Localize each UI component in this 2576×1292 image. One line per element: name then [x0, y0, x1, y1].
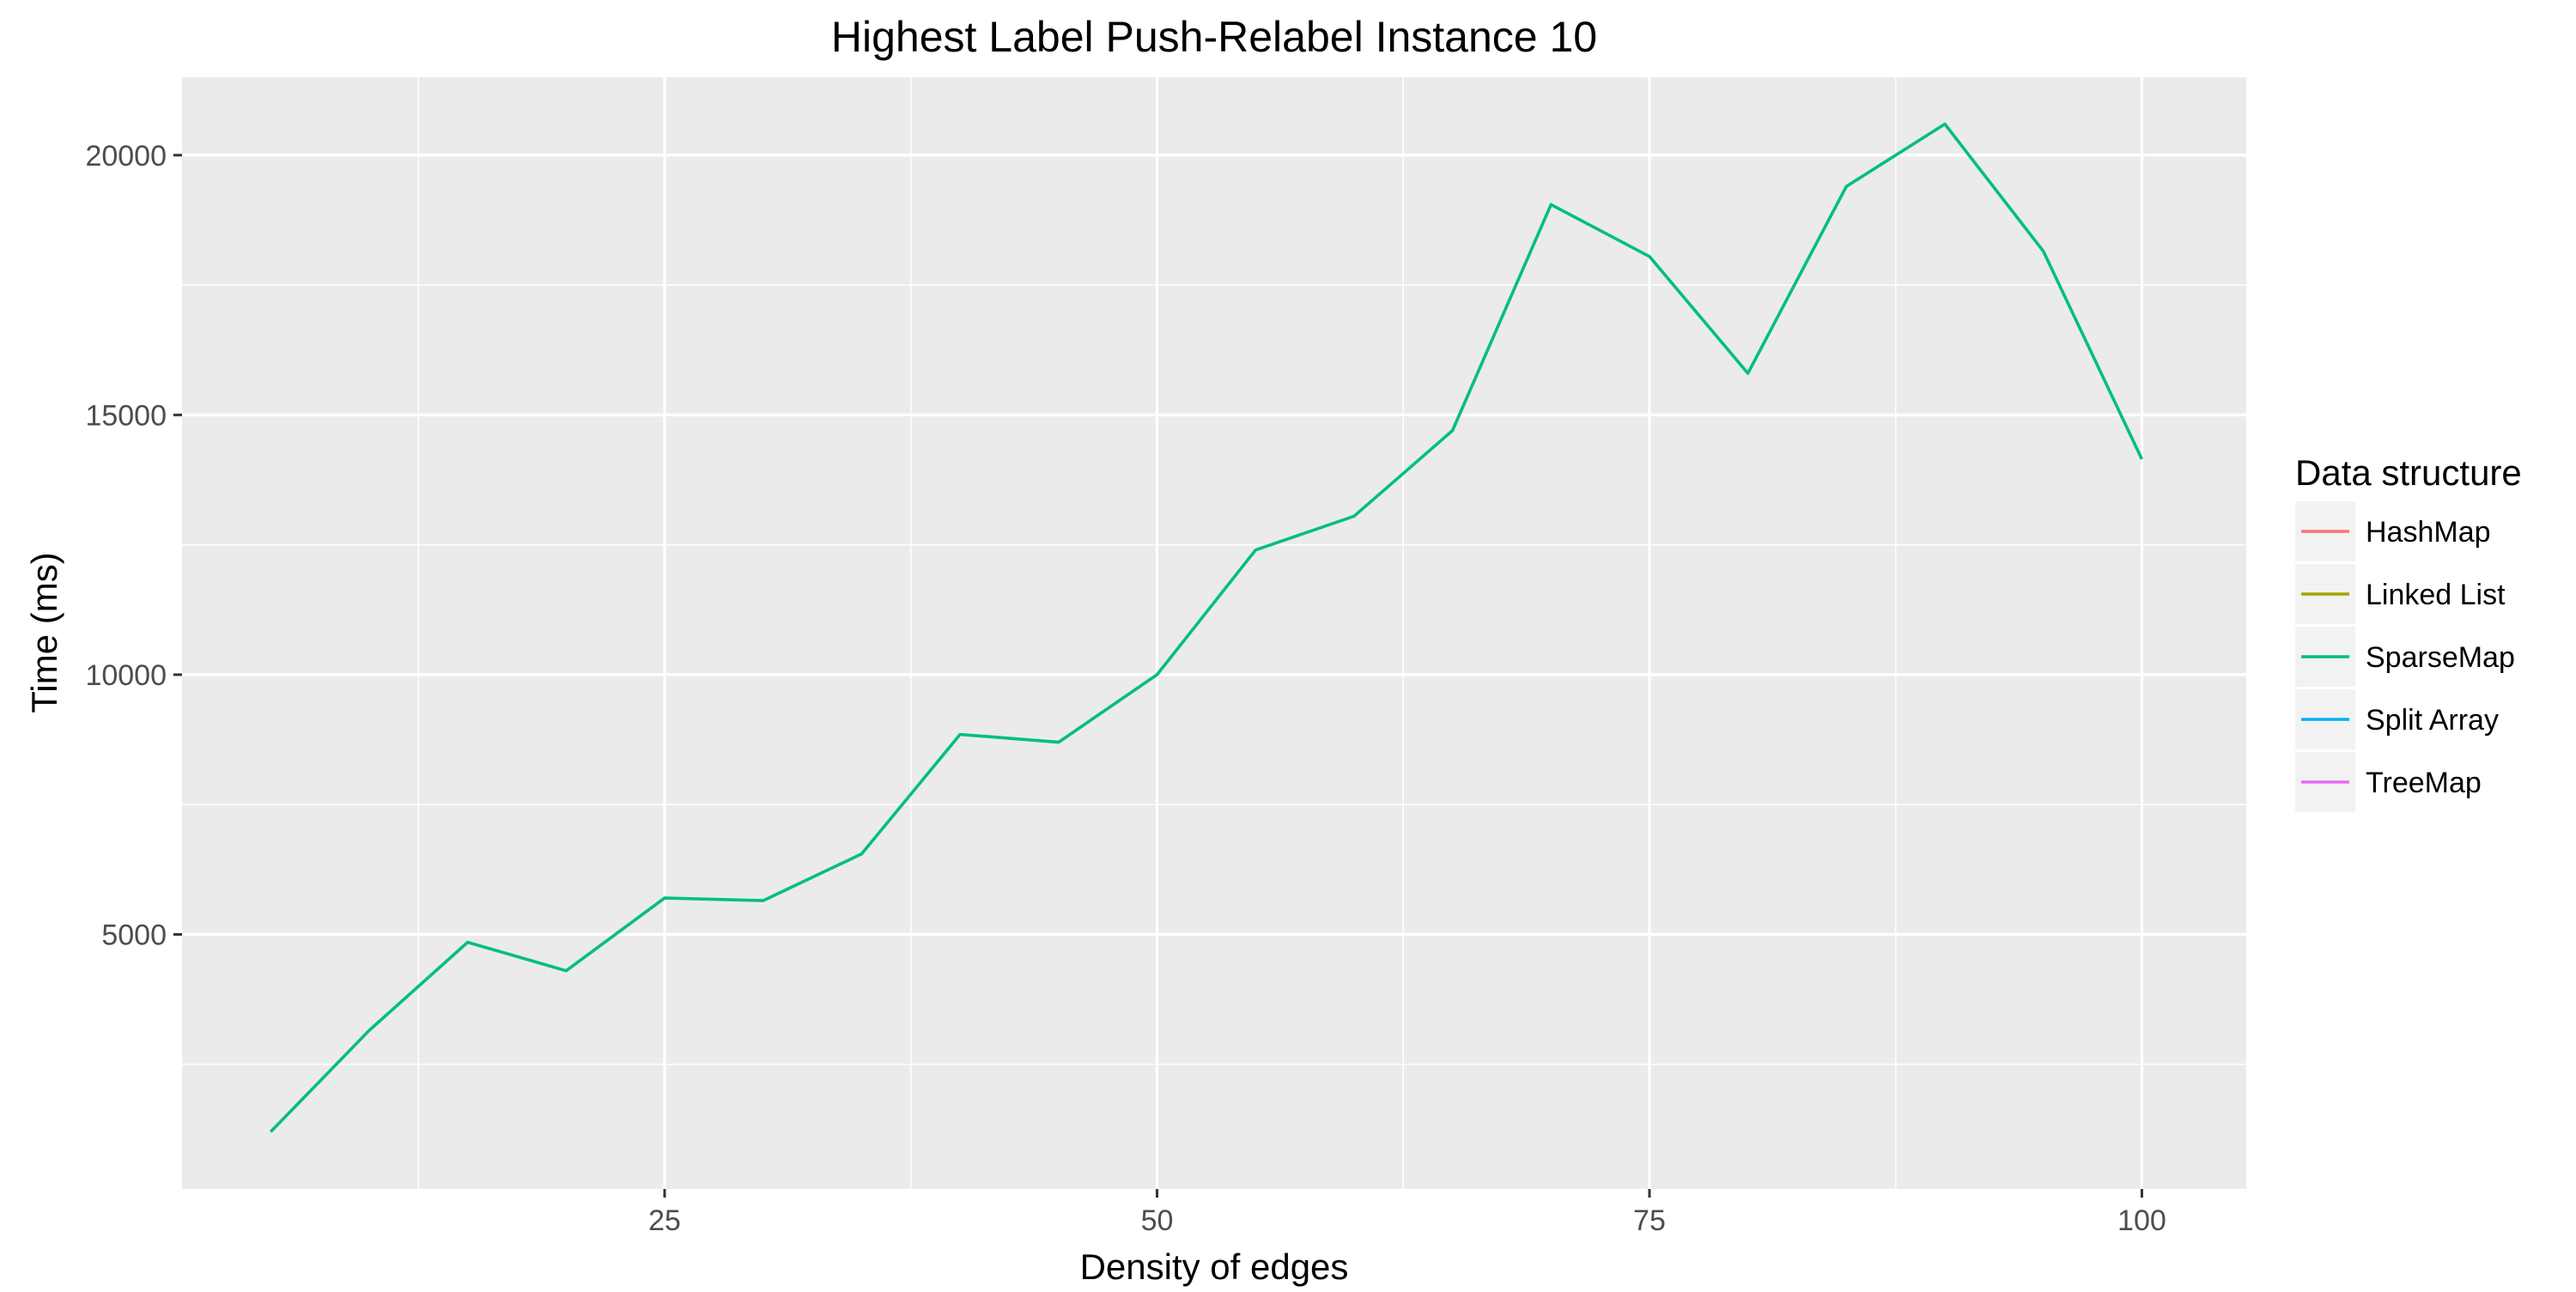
y-tick-label: 5000 [101, 919, 167, 951]
minor-gridlines [182, 77, 2246, 1189]
legend-label-treemap: TreeMap [2366, 767, 2482, 799]
y-axis-title: Time (ms) [24, 552, 64, 713]
y-tick-label: 20000 [85, 140, 167, 173]
series-layer [269, 122, 2144, 1133]
legend-keys: HashMap Linked List SparseMap Split Array Tr… [2295, 501, 2515, 812]
chart-title: Highest Label Push-Relabel Instance 10 [831, 13, 1597, 61]
legend-label-linked-list: Linked List [2366, 579, 2506, 611]
x-axis-ticks: 25 50 75 100 [648, 1189, 2166, 1237]
x-axis-title: Density of edges [1080, 1247, 1349, 1287]
major-gridlines [182, 77, 2246, 1189]
plot-panel [182, 77, 2246, 1189]
y-axis-ticks: 5000 10000 15000 20000 [85, 140, 182, 951]
y-tick-label: 15000 [85, 399, 167, 432]
x-tick-label: 50 [1141, 1204, 1174, 1237]
legend-label-sparsemap: SparseMap [2366, 641, 2515, 674]
legend-label-split-array: Split Array [2366, 704, 2499, 737]
y-tick-label: 10000 [85, 659, 167, 692]
series-line-sparsemap [269, 122, 2144, 1133]
legend: Data structure HashMap Linked List SparseM… [2295, 452, 2522, 812]
legend-title: Data structure [2295, 452, 2522, 493]
x-tick-label: 75 [1633, 1204, 1666, 1237]
x-tick-label: 100 [2117, 1204, 2166, 1237]
legend-label-hashmap: HashMap [2366, 516, 2491, 549]
x-tick-label: 25 [648, 1204, 681, 1237]
